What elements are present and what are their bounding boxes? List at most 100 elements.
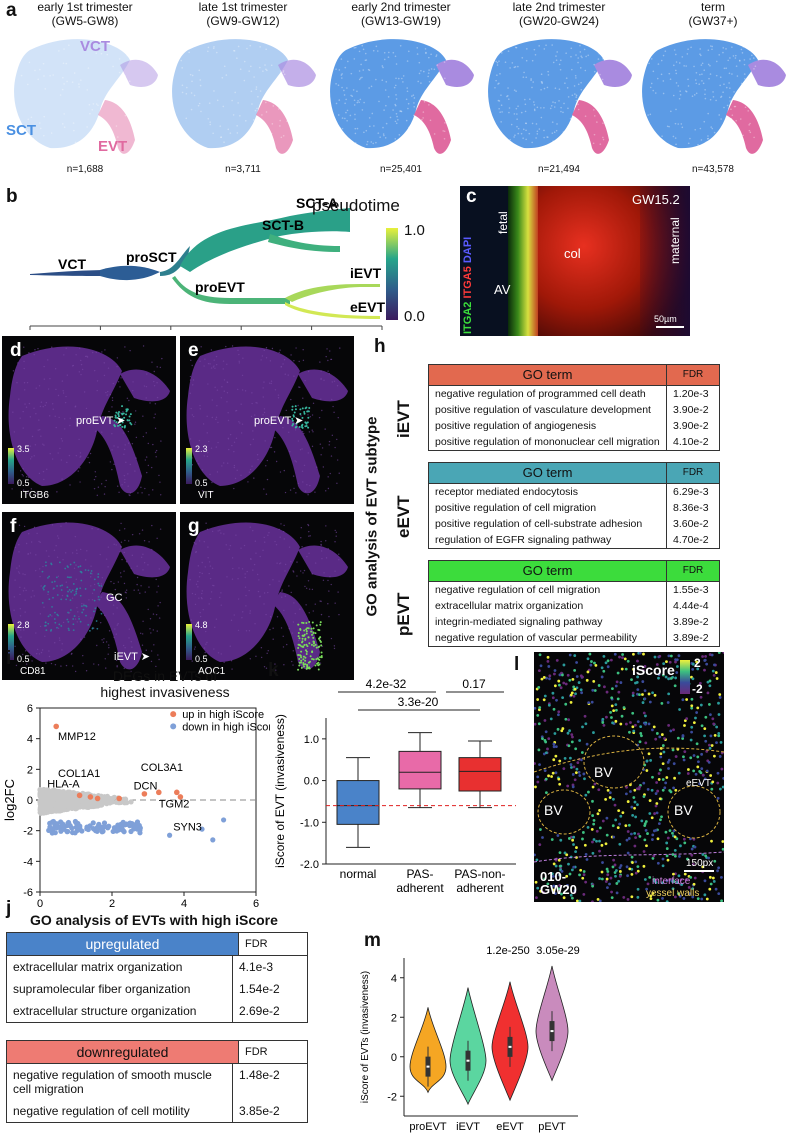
legend-interface: interface	[652, 876, 691, 887]
vct-bulge	[100, 265, 160, 281]
violin-ytick: 0	[391, 1052, 397, 1064]
immunofluorescence-image: GW15.2 fetal maternal AV col 50µm ITGA2 …	[460, 186, 690, 336]
sct-branch	[180, 208, 350, 272]
boxplot-ytick: -2.0	[300, 859, 319, 871]
umap-4	[642, 39, 786, 154]
node-sct-a: SCT-A	[296, 195, 338, 211]
gene-label: COL3A1	[141, 762, 183, 774]
scale-bar-label: 50µm	[654, 314, 677, 324]
feature-colorbar-d	[8, 448, 14, 484]
feature-plot-e	[180, 336, 354, 504]
go-row: negative regulation of programmed cell d…	[429, 386, 719, 402]
umap-title-4: term (GW37+)	[688, 0, 738, 28]
violin-ytick: 2	[391, 1012, 397, 1024]
ievt-branch	[285, 284, 380, 302]
umap-title-3: late 2nd trimester (GW20-GW24)	[512, 0, 606, 28]
go-row: negative regulation of smooth muscle cel…	[7, 1064, 307, 1100]
gene-label: TGM2	[159, 799, 190, 811]
legend-vessel-walls: yessel walls	[646, 888, 700, 899]
umap-title-0: early 1st trimester (GW5-GW8)	[37, 0, 133, 28]
umap-0	[14, 39, 158, 154]
feature-min-d: 0.5	[17, 478, 30, 488]
feature-arrow-d: proEVT ➤	[76, 415, 126, 427]
go-group-pEVT: pEVT	[394, 592, 413, 636]
violin-label: pEVT	[538, 1121, 566, 1133]
panel-label-f: f	[10, 516, 17, 537]
box-label: normal	[340, 867, 377, 881]
panel-i-title: DEGs in EVTs of highest invasiveness	[100, 668, 230, 700]
feature-gene-g: AOC1	[198, 666, 226, 677]
panel-label-j: j	[6, 898, 12, 919]
evt-label: EVT	[98, 138, 128, 155]
cell-count-0: n=1,688	[66, 164, 104, 175]
go-row: receptor mediated endocytosis 6.29e-3	[429, 484, 719, 500]
go-row: negative regulation of vascular permeabi…	[429, 630, 719, 646]
go-row: supramolecular fiber organization 1.54e-2	[7, 978, 307, 1000]
stain-legend: ITGA2 ITGA5 DAPI	[462, 236, 474, 334]
feature-colorbar-f	[8, 624, 14, 660]
box-label-2: adherent	[456, 881, 504, 895]
volcano-xtick: 2	[109, 898, 115, 910]
iscore-violin-plot: 4 2 0 -2 proEVT iEVT eEVT pEVT 1.2e-250 3.05e-29 i…	[360, 945, 580, 1133]
box-label: PAS-	[406, 867, 433, 881]
feature-max-f: 2.8	[17, 620, 30, 630]
gene-label: HLA-A	[47, 779, 80, 791]
volcano-ylabel: log2FC	[2, 779, 17, 821]
panel-label-k: k	[268, 660, 279, 681]
violin-ytick: 4	[391, 973, 397, 985]
panel-label-c: c	[466, 186, 477, 207]
umap-title-2: early 2nd trimester (GW13-GW19)	[351, 0, 451, 28]
feature-arrow1-f: GC	[106, 592, 123, 604]
go-row: positive regulation of vasculature devel…	[429, 402, 719, 418]
scale-bar-l	[684, 870, 714, 872]
go-row: negative regulation of cell motility 3.85…	[7, 1100, 307, 1122]
colorbar-title: pseudotime	[312, 196, 400, 215]
iscore-colorbar	[680, 660, 690, 694]
boxplot-ytick: -1.0	[300, 817, 319, 829]
boxplot-ylabel: iScore of EVT (invasiveness)	[273, 714, 287, 868]
node-proevt: proEVT	[195, 279, 245, 295]
scale-label: 150px	[686, 858, 714, 869]
feature-max-e: 2.3	[195, 444, 208, 454]
feature-gene-e: VIT	[198, 490, 214, 501]
go-term-header: GO term	[429, 365, 667, 385]
violin-label: eEVT	[496, 1121, 524, 1133]
go-table-pEVT: GO term FDR negative regulation of cell mi…	[428, 560, 720, 647]
go-table-iEVT: GO term FDR negative regulation of program…	[428, 364, 720, 451]
go-table-eEVT: GO term FDR receptor mediated endocytosis 6…	[428, 462, 720, 549]
go-side-title: GO analysis of EVT subtype	[363, 416, 381, 617]
volcano-ytick: 6	[27, 703, 33, 715]
panel-label-d: d	[10, 340, 22, 361]
volcano-xtick: 4	[181, 898, 187, 910]
go-fdr-header: FDR	[667, 561, 719, 581]
panel-label-b: b	[6, 186, 18, 207]
go-up-table: upregulated FDR extracellular matrix org…	[6, 932, 308, 1023]
violin-label: proEVT	[409, 1121, 447, 1133]
volcano-ytick: -6	[23, 887, 33, 899]
go-fdr-header: FDR	[667, 463, 719, 483]
gene-label: MMP12	[58, 731, 96, 743]
node-eevt: eEVT	[350, 299, 385, 315]
feature-max-d: 3.5	[17, 444, 30, 454]
panel-label-l: l	[514, 654, 520, 675]
pvalue-1: 4.2e-32	[366, 677, 407, 691]
bv-label-1: BV	[594, 764, 613, 780]
pseudotime-trajectory: VCT proSCT SCT-A SCT-B proEVT iEVT eEVT …	[29, 195, 385, 330]
feature-gene-d: ITGB6	[20, 490, 49, 501]
umap-title-1: late 1st trimester (GW9-GW12)	[198, 0, 288, 28]
violin-label: iEVT	[456, 1121, 480, 1133]
up-fdr-header: FDR	[245, 938, 268, 950]
go-row: regulation of EGFR signaling pathway 4.70…	[429, 532, 719, 548]
legend-down: down in high iScore	[182, 721, 270, 733]
feature-plot-g	[180, 512, 354, 680]
boxplot-ytick: 0.0	[304, 776, 319, 788]
box-0	[336, 780, 380, 825]
go-row: extracellular structure organization 2.69…	[7, 1000, 307, 1022]
go-row: positive regulation of cell migration 8.3…	[429, 500, 719, 516]
gene-label: SYN3	[173, 822, 202, 834]
volcano-xtick: 0	[37, 898, 43, 910]
spatial-iscore-map: iScore 2 -2 BV BV BV eEVT 150px 010- GW20…	[534, 652, 724, 902]
colorbar-min: 0.0	[404, 308, 425, 325]
node-ievt: iEVT	[350, 265, 382, 281]
